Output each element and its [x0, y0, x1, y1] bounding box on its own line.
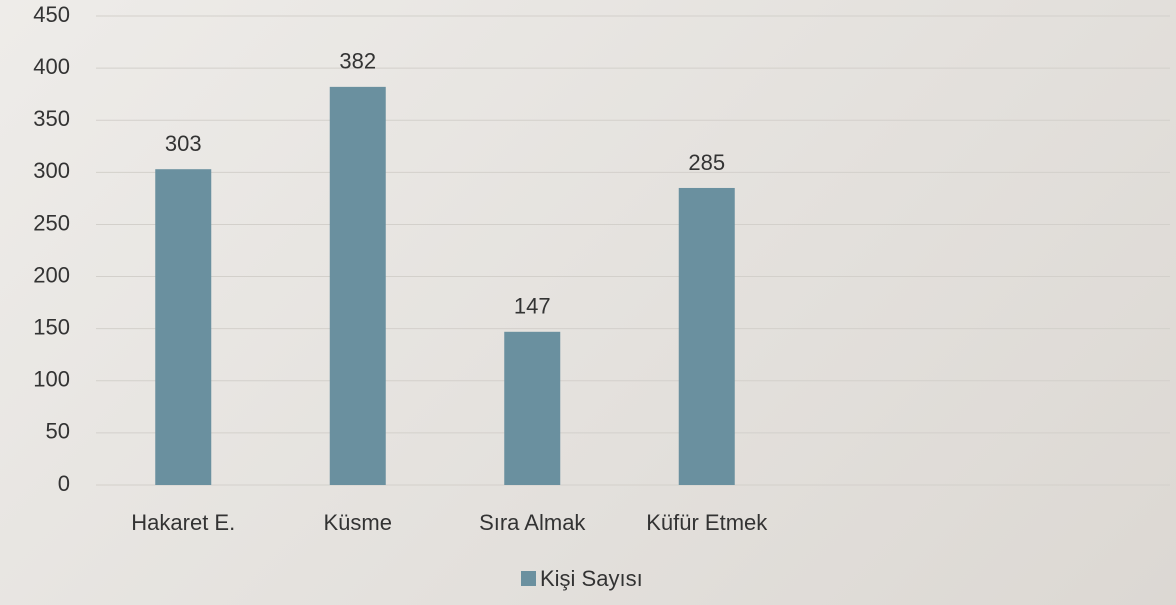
y-tick-label: 450 — [33, 2, 70, 27]
bar — [678, 187, 735, 485]
y-tick-label: 100 — [33, 367, 70, 392]
y-tick-label: 50 — [46, 419, 70, 444]
data-label: 147 — [514, 294, 551, 319]
x-tick-label: Hakaret E. — [131, 510, 235, 535]
y-tick-label: 150 — [33, 314, 70, 339]
y-tick-label: 200 — [33, 262, 70, 287]
x-tick-label: Sıra Almak — [479, 510, 586, 535]
y-tick-label: 300 — [33, 158, 70, 183]
data-label: 303 — [165, 131, 202, 156]
legend-swatch — [521, 571, 536, 586]
y-tick-label: 0 — [58, 471, 70, 496]
y-tick-label: 400 — [33, 54, 70, 79]
y-tick-label: 250 — [33, 210, 70, 235]
bar — [504, 331, 561, 485]
legend-label: Kişi Sayısı — [540, 566, 643, 591]
bar — [329, 86, 386, 486]
data-label: 382 — [339, 49, 376, 74]
x-tick-label: Küfür Etmek — [646, 510, 768, 535]
y-tick-label: 350 — [33, 106, 70, 131]
bar — [155, 169, 212, 485]
x-tick-label: Küsme — [324, 510, 392, 535]
data-label: 285 — [688, 150, 725, 175]
